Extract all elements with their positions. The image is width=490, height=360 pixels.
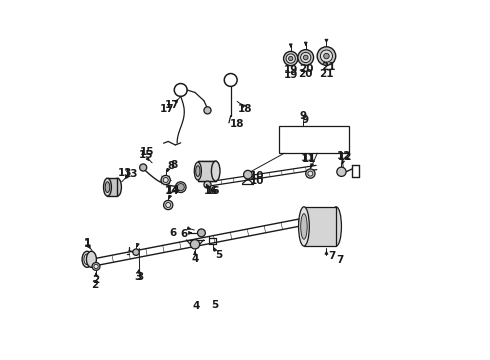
- Bar: [279, 126, 348, 153]
- Circle shape: [320, 50, 333, 62]
- Text: 19: 19: [284, 65, 298, 75]
- Text: 5: 5: [211, 300, 218, 310]
- Ellipse shape: [86, 251, 97, 267]
- Ellipse shape: [211, 161, 220, 181]
- Circle shape: [161, 175, 171, 185]
- Circle shape: [177, 184, 184, 191]
- Text: 11: 11: [301, 154, 316, 164]
- Circle shape: [92, 262, 100, 270]
- Text: 9: 9: [300, 111, 307, 121]
- Text: 1: 1: [83, 238, 91, 248]
- Text: 8: 8: [168, 161, 175, 171]
- Text: 13: 13: [118, 168, 132, 178]
- Text: 18: 18: [230, 118, 245, 129]
- Ellipse shape: [103, 178, 111, 196]
- Text: 12: 12: [338, 152, 352, 162]
- Text: 21: 21: [319, 69, 334, 79]
- Circle shape: [308, 171, 313, 176]
- Circle shape: [298, 50, 314, 65]
- Circle shape: [301, 52, 311, 63]
- Bar: [198, 161, 216, 181]
- Text: 6: 6: [169, 228, 176, 238]
- Text: 14: 14: [165, 186, 180, 197]
- Text: 15: 15: [139, 150, 153, 160]
- Text: 16: 16: [206, 186, 220, 196]
- Text: 18: 18: [238, 104, 252, 113]
- Text: 13: 13: [123, 168, 138, 179]
- Text: 9: 9: [301, 115, 309, 125]
- Text: 4: 4: [191, 254, 198, 264]
- Ellipse shape: [105, 182, 110, 193]
- Circle shape: [164, 201, 173, 210]
- Text: 10: 10: [250, 176, 265, 186]
- Text: 12: 12: [337, 151, 351, 161]
- Text: 11: 11: [301, 153, 316, 163]
- Circle shape: [163, 177, 168, 183]
- Text: 7: 7: [336, 255, 343, 265]
- Text: 15: 15: [140, 148, 155, 157]
- Circle shape: [94, 264, 98, 269]
- Text: 21: 21: [321, 63, 336, 72]
- Text: 17: 17: [160, 104, 174, 113]
- Bar: [107, 178, 118, 196]
- Circle shape: [197, 229, 205, 237]
- Circle shape: [317, 47, 336, 65]
- Ellipse shape: [82, 251, 92, 267]
- Circle shape: [166, 203, 171, 207]
- Text: 3: 3: [136, 272, 144, 282]
- Circle shape: [303, 55, 308, 60]
- Circle shape: [175, 182, 186, 193]
- Circle shape: [133, 249, 139, 255]
- Ellipse shape: [196, 166, 200, 176]
- Circle shape: [204, 107, 211, 114]
- Text: 8: 8: [171, 160, 178, 170]
- Text: 3: 3: [134, 272, 142, 282]
- Text: 16: 16: [204, 186, 219, 197]
- Bar: [304, 207, 336, 246]
- Circle shape: [306, 169, 315, 178]
- Text: 1: 1: [84, 239, 92, 249]
- Ellipse shape: [84, 254, 90, 265]
- Circle shape: [284, 51, 298, 66]
- Ellipse shape: [331, 207, 342, 246]
- Text: 6: 6: [180, 229, 187, 239]
- Circle shape: [140, 164, 147, 171]
- Text: 20: 20: [299, 64, 314, 73]
- Text: 2: 2: [92, 275, 99, 285]
- Ellipse shape: [194, 162, 201, 180]
- Circle shape: [324, 53, 329, 59]
- Text: 19: 19: [284, 69, 298, 80]
- Text: 7: 7: [328, 251, 335, 261]
- Circle shape: [289, 57, 293, 61]
- Text: 17: 17: [165, 100, 179, 110]
- Circle shape: [190, 240, 199, 249]
- Text: 14: 14: [166, 185, 181, 195]
- Circle shape: [244, 170, 252, 179]
- Text: 5: 5: [216, 250, 223, 260]
- Circle shape: [337, 167, 346, 176]
- Ellipse shape: [298, 207, 309, 246]
- Text: 10: 10: [250, 171, 265, 181]
- Circle shape: [286, 54, 295, 63]
- Text: 20: 20: [298, 69, 313, 79]
- Ellipse shape: [301, 214, 307, 239]
- Ellipse shape: [114, 178, 122, 196]
- Text: 2: 2: [91, 280, 98, 290]
- Circle shape: [204, 181, 211, 188]
- Text: 4: 4: [193, 301, 200, 311]
